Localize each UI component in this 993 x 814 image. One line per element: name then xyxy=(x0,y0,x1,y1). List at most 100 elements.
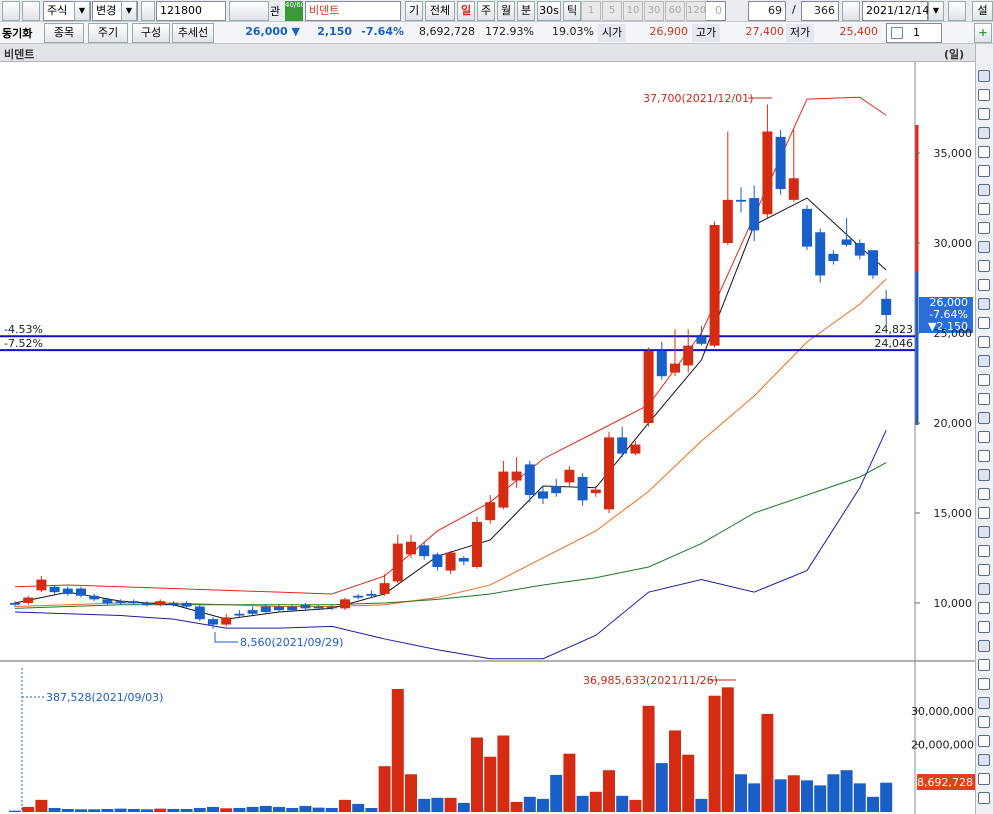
tool-icon[interactable] xyxy=(978,564,990,576)
minute-button[interactable]: 60 xyxy=(665,1,685,21)
tool-icon[interactable] xyxy=(978,735,990,747)
code-icon[interactable] xyxy=(141,1,155,21)
tool-icon[interactable] xyxy=(978,507,990,519)
volume-bar xyxy=(88,809,101,812)
tool-icon[interactable] xyxy=(978,222,990,234)
tool-icon[interactable] xyxy=(978,165,990,177)
add-button[interactable]: + xyxy=(974,23,992,43)
candle-body xyxy=(815,232,826,276)
tool-icon[interactable] xyxy=(978,678,990,690)
tool-icon[interactable] xyxy=(978,583,990,595)
save-icon[interactable] xyxy=(948,1,966,21)
last-diff: ▼2,150 xyxy=(928,320,968,333)
tool-icon[interactable] xyxy=(978,412,990,424)
quote-button[interactable]: 종목 xyxy=(44,23,84,43)
chart-icon[interactable] xyxy=(842,1,860,21)
tool-icon[interactable] xyxy=(978,146,990,158)
tool-icon[interactable] xyxy=(978,773,990,785)
candle-body xyxy=(590,489,601,494)
tool-icon[interactable] xyxy=(978,108,990,120)
code-input[interactable]: 121800 xyxy=(156,1,226,21)
volume-bar xyxy=(207,806,219,812)
tool-icon[interactable] xyxy=(978,336,990,348)
period-button[interactable]: 주 xyxy=(477,1,495,21)
period-button[interactable]: 30s xyxy=(537,1,561,21)
tool-icon[interactable] xyxy=(978,659,990,671)
minute-button[interactable]: 1 xyxy=(581,1,601,21)
search-icons[interactable] xyxy=(229,1,269,21)
volume-bar xyxy=(576,795,589,812)
quote-button[interactable]: 주기 xyxy=(88,23,128,43)
tool-icon[interactable] xyxy=(978,203,990,215)
minute-button[interactable]: 10 xyxy=(623,1,643,21)
dropdown-arrow[interactable]: ▼ xyxy=(74,1,90,21)
tool-icon[interactable] xyxy=(978,89,990,101)
checkbox[interactable] xyxy=(891,27,903,39)
minute-button[interactable]: 30 xyxy=(644,1,664,21)
tool-icon[interactable] xyxy=(978,298,990,310)
count-input[interactable]: 69 xyxy=(748,1,786,21)
sync-label[interactable]: 동기화 xyxy=(2,27,33,40)
candle-body xyxy=(379,583,390,594)
tool-icon[interactable] xyxy=(978,640,990,652)
period-button[interactable]: 기 xyxy=(405,1,423,21)
tool-icon[interactable] xyxy=(978,450,990,462)
watch-button[interactable]: 관 xyxy=(270,5,281,18)
tool-icon[interactable] xyxy=(978,70,990,82)
volume-bar xyxy=(471,737,483,812)
volume-bar xyxy=(550,774,563,812)
tool-icon[interactable] xyxy=(978,241,990,253)
tool-icon[interactable] xyxy=(978,393,990,405)
dropdown-arrow[interactable]: ▼ xyxy=(928,1,944,21)
tool-icon[interactable] xyxy=(978,431,990,443)
tool-icon[interactable] xyxy=(978,317,990,329)
tool-icon[interactable] xyxy=(978,545,990,557)
volume-bar xyxy=(537,798,549,812)
tool-icon[interactable] xyxy=(978,754,990,766)
tool-icon[interactable] xyxy=(978,374,990,386)
dropdown-arrow[interactable]: ▼ xyxy=(121,1,137,21)
candle-body xyxy=(670,363,680,373)
tool-icon[interactable] xyxy=(978,279,990,291)
high-label: 고가 xyxy=(692,24,720,42)
tool-icon[interactable] xyxy=(978,469,990,481)
indicator-line xyxy=(14,462,887,609)
candle-body xyxy=(208,619,218,625)
volume-bar xyxy=(193,807,206,812)
open-label: 시가 xyxy=(598,24,626,42)
volume-bar xyxy=(867,796,879,812)
minute-button[interactable]: 5 xyxy=(602,1,622,21)
tool-icon[interactable] xyxy=(978,621,990,633)
window-icon[interactable] xyxy=(22,1,40,21)
period-button[interactable]: 일 xyxy=(457,1,475,21)
volume-bar xyxy=(801,780,813,812)
date-input[interactable]: 2021/12/14 xyxy=(862,1,929,21)
tool-icon[interactable] xyxy=(978,602,990,614)
tool-icon[interactable] xyxy=(978,526,990,538)
volume-bar xyxy=(325,807,338,812)
volume-bar xyxy=(418,798,431,812)
period-button[interactable]: 전체 xyxy=(425,1,455,21)
menu-icon[interactable] xyxy=(2,1,20,21)
tool-icon[interactable] xyxy=(978,184,990,196)
last-rate: -7.64% xyxy=(929,308,968,321)
total-input[interactable]: 366 xyxy=(801,1,839,21)
quote-button[interactable]: 추세선 xyxy=(172,23,214,43)
tool-icon[interactable] xyxy=(978,716,990,728)
volume-bar xyxy=(220,808,233,812)
candle-body xyxy=(868,250,878,276)
tool-icon[interactable] xyxy=(978,488,990,500)
period-button[interactable]: 틱 xyxy=(563,1,581,21)
tool-icon[interactable] xyxy=(978,697,990,709)
candle-body xyxy=(128,601,139,603)
candle-body xyxy=(419,545,430,557)
minute-button[interactable]: 120 xyxy=(686,1,706,21)
tool-icon[interactable] xyxy=(978,792,990,804)
tool-icon[interactable] xyxy=(978,355,990,367)
tool-icon[interactable] xyxy=(978,127,990,139)
period-button[interactable]: 분 xyxy=(517,1,535,21)
volume-bar xyxy=(167,808,180,812)
quote-button[interactable]: 구성 xyxy=(132,23,170,43)
tool-icon[interactable] xyxy=(978,260,990,272)
period-button[interactable]: 월 xyxy=(497,1,515,21)
